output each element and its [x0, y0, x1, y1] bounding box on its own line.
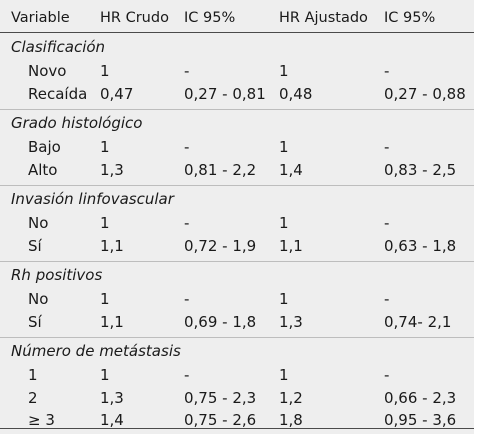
header-hr-ajustado: HR Ajustado — [279, 10, 368, 26]
table-row: 2 1,3 0,75 - 2,3 1,2 0,66 - 2,3 — [0, 387, 474, 409]
cell-hr-ajustado: 0,48 — [279, 84, 313, 103]
cell-hr-ajustado: 1,3 — [279, 312, 303, 331]
cell-ic-crudo: 0,27 - 0,81 — [184, 84, 266, 103]
cell-ic-crudo: - — [184, 366, 190, 384]
cell-ic-ajustado: - — [384, 214, 390, 232]
cell-ic-crudo: - — [184, 138, 190, 156]
cell-ic-ajustado: - — [384, 290, 390, 308]
table-row: Bajo 1 - 1 - — [0, 136, 474, 158]
cell-ic-ajustado: - — [384, 138, 390, 156]
row-label: No — [28, 290, 49, 308]
cell-ic-ajustado: 0,63 - 1,8 — [384, 236, 457, 255]
cell-hr-crudo: 1 — [100, 290, 110, 308]
row-label: Alto — [28, 160, 58, 179]
cell-hr-crudo: 1,4 — [100, 411, 124, 429]
cell-hr-ajustado: 1,4 — [279, 160, 303, 179]
header-hr-crudo: HR Crudo — [100, 10, 169, 26]
row-label: 1 — [28, 366, 38, 384]
cell-ic-crudo: 0,69 - 1,8 — [184, 312, 257, 331]
group-title: Invasión linfovascular — [11, 190, 174, 208]
cell-hr-crudo: 1,3 — [100, 388, 124, 407]
table-row: Recaída 0,47 0,27 - 0,81 0,48 0,27 - 0,88 — [0, 83, 474, 105]
cell-hr-ajustado: 1 — [279, 366, 289, 384]
row-label: Bajo — [28, 138, 61, 156]
row-label: No — [28, 214, 49, 232]
group-title: Número de metástasis — [11, 342, 181, 360]
header-ic-crudo: IC 95% — [184, 10, 236, 26]
table-row: Sí 1,1 0,69 - 1,8 1,3 0,74- 2,1 — [0, 311, 474, 333]
cell-hr-crudo: 1 — [100, 366, 110, 384]
cell-ic-crudo: - — [184, 290, 190, 308]
table-row: ≥ 3 1,4 0,75 - 2,6 1,8 0,95 - 3,6 — [0, 409, 474, 431]
header-rule — [0, 32, 474, 33]
group-title: Clasificación — [11, 38, 106, 56]
cell-ic-crudo: 0,81 - 2,2 — [184, 160, 257, 179]
row-label: Novo — [28, 62, 67, 80]
cell-hr-ajustado: 1,8 — [279, 411, 303, 429]
cell-ic-crudo: 0,75 - 2,6 — [184, 411, 257, 429]
group-separator — [0, 337, 474, 338]
cell-ic-ajustado: 0,66 - 2,3 — [384, 388, 457, 407]
row-label: ≥ 3 — [28, 411, 55, 429]
cell-ic-ajustado: - — [384, 366, 390, 384]
cell-ic-ajustado: 0,74- 2,1 — [384, 312, 452, 331]
cell-hr-crudo: 1 — [100, 214, 110, 232]
cell-hr-crudo: 1 — [100, 138, 110, 156]
group-title: Rh positivos — [11, 266, 103, 284]
bottom-rule — [0, 428, 474, 429]
table-row: 1 1 - 1 - — [0, 364, 474, 386]
cell-ic-ajustado: 0,27 - 0,88 — [384, 84, 466, 103]
cell-hr-crudo: 0,47 — [100, 84, 134, 103]
cell-hr-crudo: 1,1 — [100, 236, 124, 255]
table-row: No 1 - 1 - — [0, 288, 474, 310]
cell-ic-crudo: - — [184, 62, 190, 80]
cell-hr-ajustado: 1 — [279, 138, 289, 156]
cell-ic-crudo: 0,72 - 1,9 — [184, 236, 257, 255]
table-row: Novo 1 - 1 - — [0, 60, 474, 82]
group-separator — [0, 109, 474, 110]
table-header: Variable HR Crudo IC 95% HR Ajustado IC … — [0, 4, 474, 32]
cell-hr-ajustado: 1 — [279, 62, 289, 80]
cell-hr-ajustado: 1,2 — [279, 388, 303, 407]
header-variable: Variable — [11, 10, 70, 26]
header-ic-ajustado: IC 95% — [384, 10, 436, 26]
table-row: Sí 1,1 0,72 - 1,9 1,1 0,63 - 1,8 — [0, 235, 474, 257]
cell-ic-crudo: - — [184, 214, 190, 232]
cell-ic-ajustado: - — [384, 62, 390, 80]
cell-hr-crudo: 1,3 — [100, 160, 124, 179]
group-separator — [0, 261, 474, 262]
group-separator — [0, 185, 474, 186]
group-title: Grado histológico — [11, 114, 143, 132]
cell-ic-crudo: 0,75 - 2,3 — [184, 388, 257, 407]
row-label: Sí — [28, 236, 42, 255]
cell-hr-crudo: 1,1 — [100, 312, 124, 331]
cell-hr-ajustado: 1,1 — [279, 236, 303, 255]
row-label: Recaída — [28, 84, 88, 103]
table-row: No 1 - 1 - — [0, 212, 474, 234]
cell-ic-ajustado: 0,83 - 2,5 — [384, 160, 457, 179]
cell-hr-crudo: 1 — [100, 62, 110, 80]
table-row: Alto 1,3 0,81 - 2,2 1,4 0,83 - 2,5 — [0, 159, 474, 181]
row-label: 2 — [28, 388, 38, 407]
row-label: Sí — [28, 312, 42, 331]
cell-ic-ajustado: 0,95 - 3,6 — [384, 411, 457, 429]
cell-hr-ajustado: 1 — [279, 214, 289, 232]
cell-hr-ajustado: 1 — [279, 290, 289, 308]
